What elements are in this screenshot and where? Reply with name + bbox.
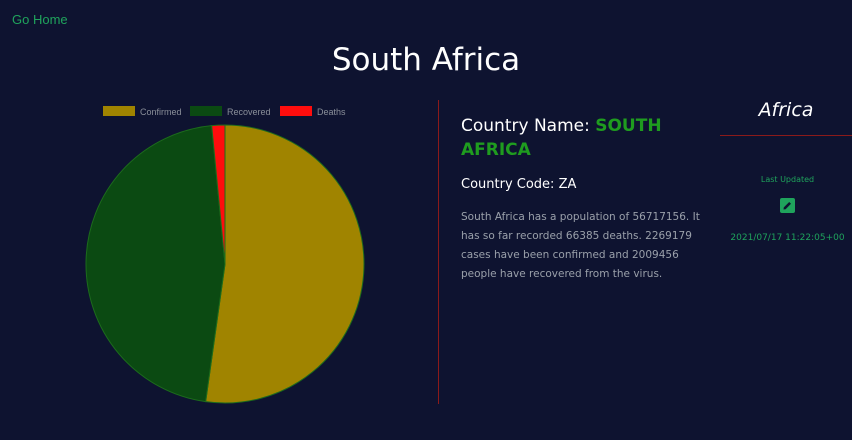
vertical-divider xyxy=(438,100,439,404)
country-code: Country Code: ZA xyxy=(461,177,577,192)
pie-slice-recovered[interactable] xyxy=(85,125,226,403)
pie-chart: Confirmed Recovered Deaths xyxy=(0,96,440,416)
legend-item-confirmed[interactable]: Confirmed xyxy=(103,106,182,117)
last-updated-label: Last Updated xyxy=(760,175,815,184)
country-name-value: SOUTH AFRICA xyxy=(461,116,662,160)
last-updated-timestamp: 2021/07/17 11:22:05+00 xyxy=(730,233,845,243)
legend-swatch-deaths xyxy=(280,106,312,116)
legend-item-deaths[interactable]: Deaths xyxy=(280,106,346,117)
country-name-label: Country Name: xyxy=(461,116,590,136)
pie-slice-confirmed[interactable] xyxy=(205,124,365,404)
edit-icon[interactable] xyxy=(780,198,795,213)
legend-label-recovered: Recovered xyxy=(227,107,271,117)
pencil-icon xyxy=(783,202,791,210)
legend-swatch-confirmed xyxy=(103,106,135,116)
region-name: Africa xyxy=(758,99,814,121)
horizontal-divider xyxy=(720,135,852,136)
country-name-line: Country Name: SOUTH AFRICA xyxy=(461,114,701,162)
legend-item-recovered[interactable]: Recovered xyxy=(190,106,271,117)
legend-label-confirmed: Confirmed xyxy=(140,107,182,117)
country-summary: South Africa has a population of 5671715… xyxy=(461,211,700,280)
go-home-link[interactable]: Go Home xyxy=(12,12,68,27)
legend-swatch-recovered xyxy=(190,106,222,116)
pie-slice-deaths[interactable] xyxy=(211,124,226,265)
page-title: South Africa xyxy=(331,42,521,78)
legend-label-deaths: Deaths xyxy=(317,107,346,117)
pie-chart-svg: Confirmed Recovered Deaths xyxy=(85,106,365,404)
